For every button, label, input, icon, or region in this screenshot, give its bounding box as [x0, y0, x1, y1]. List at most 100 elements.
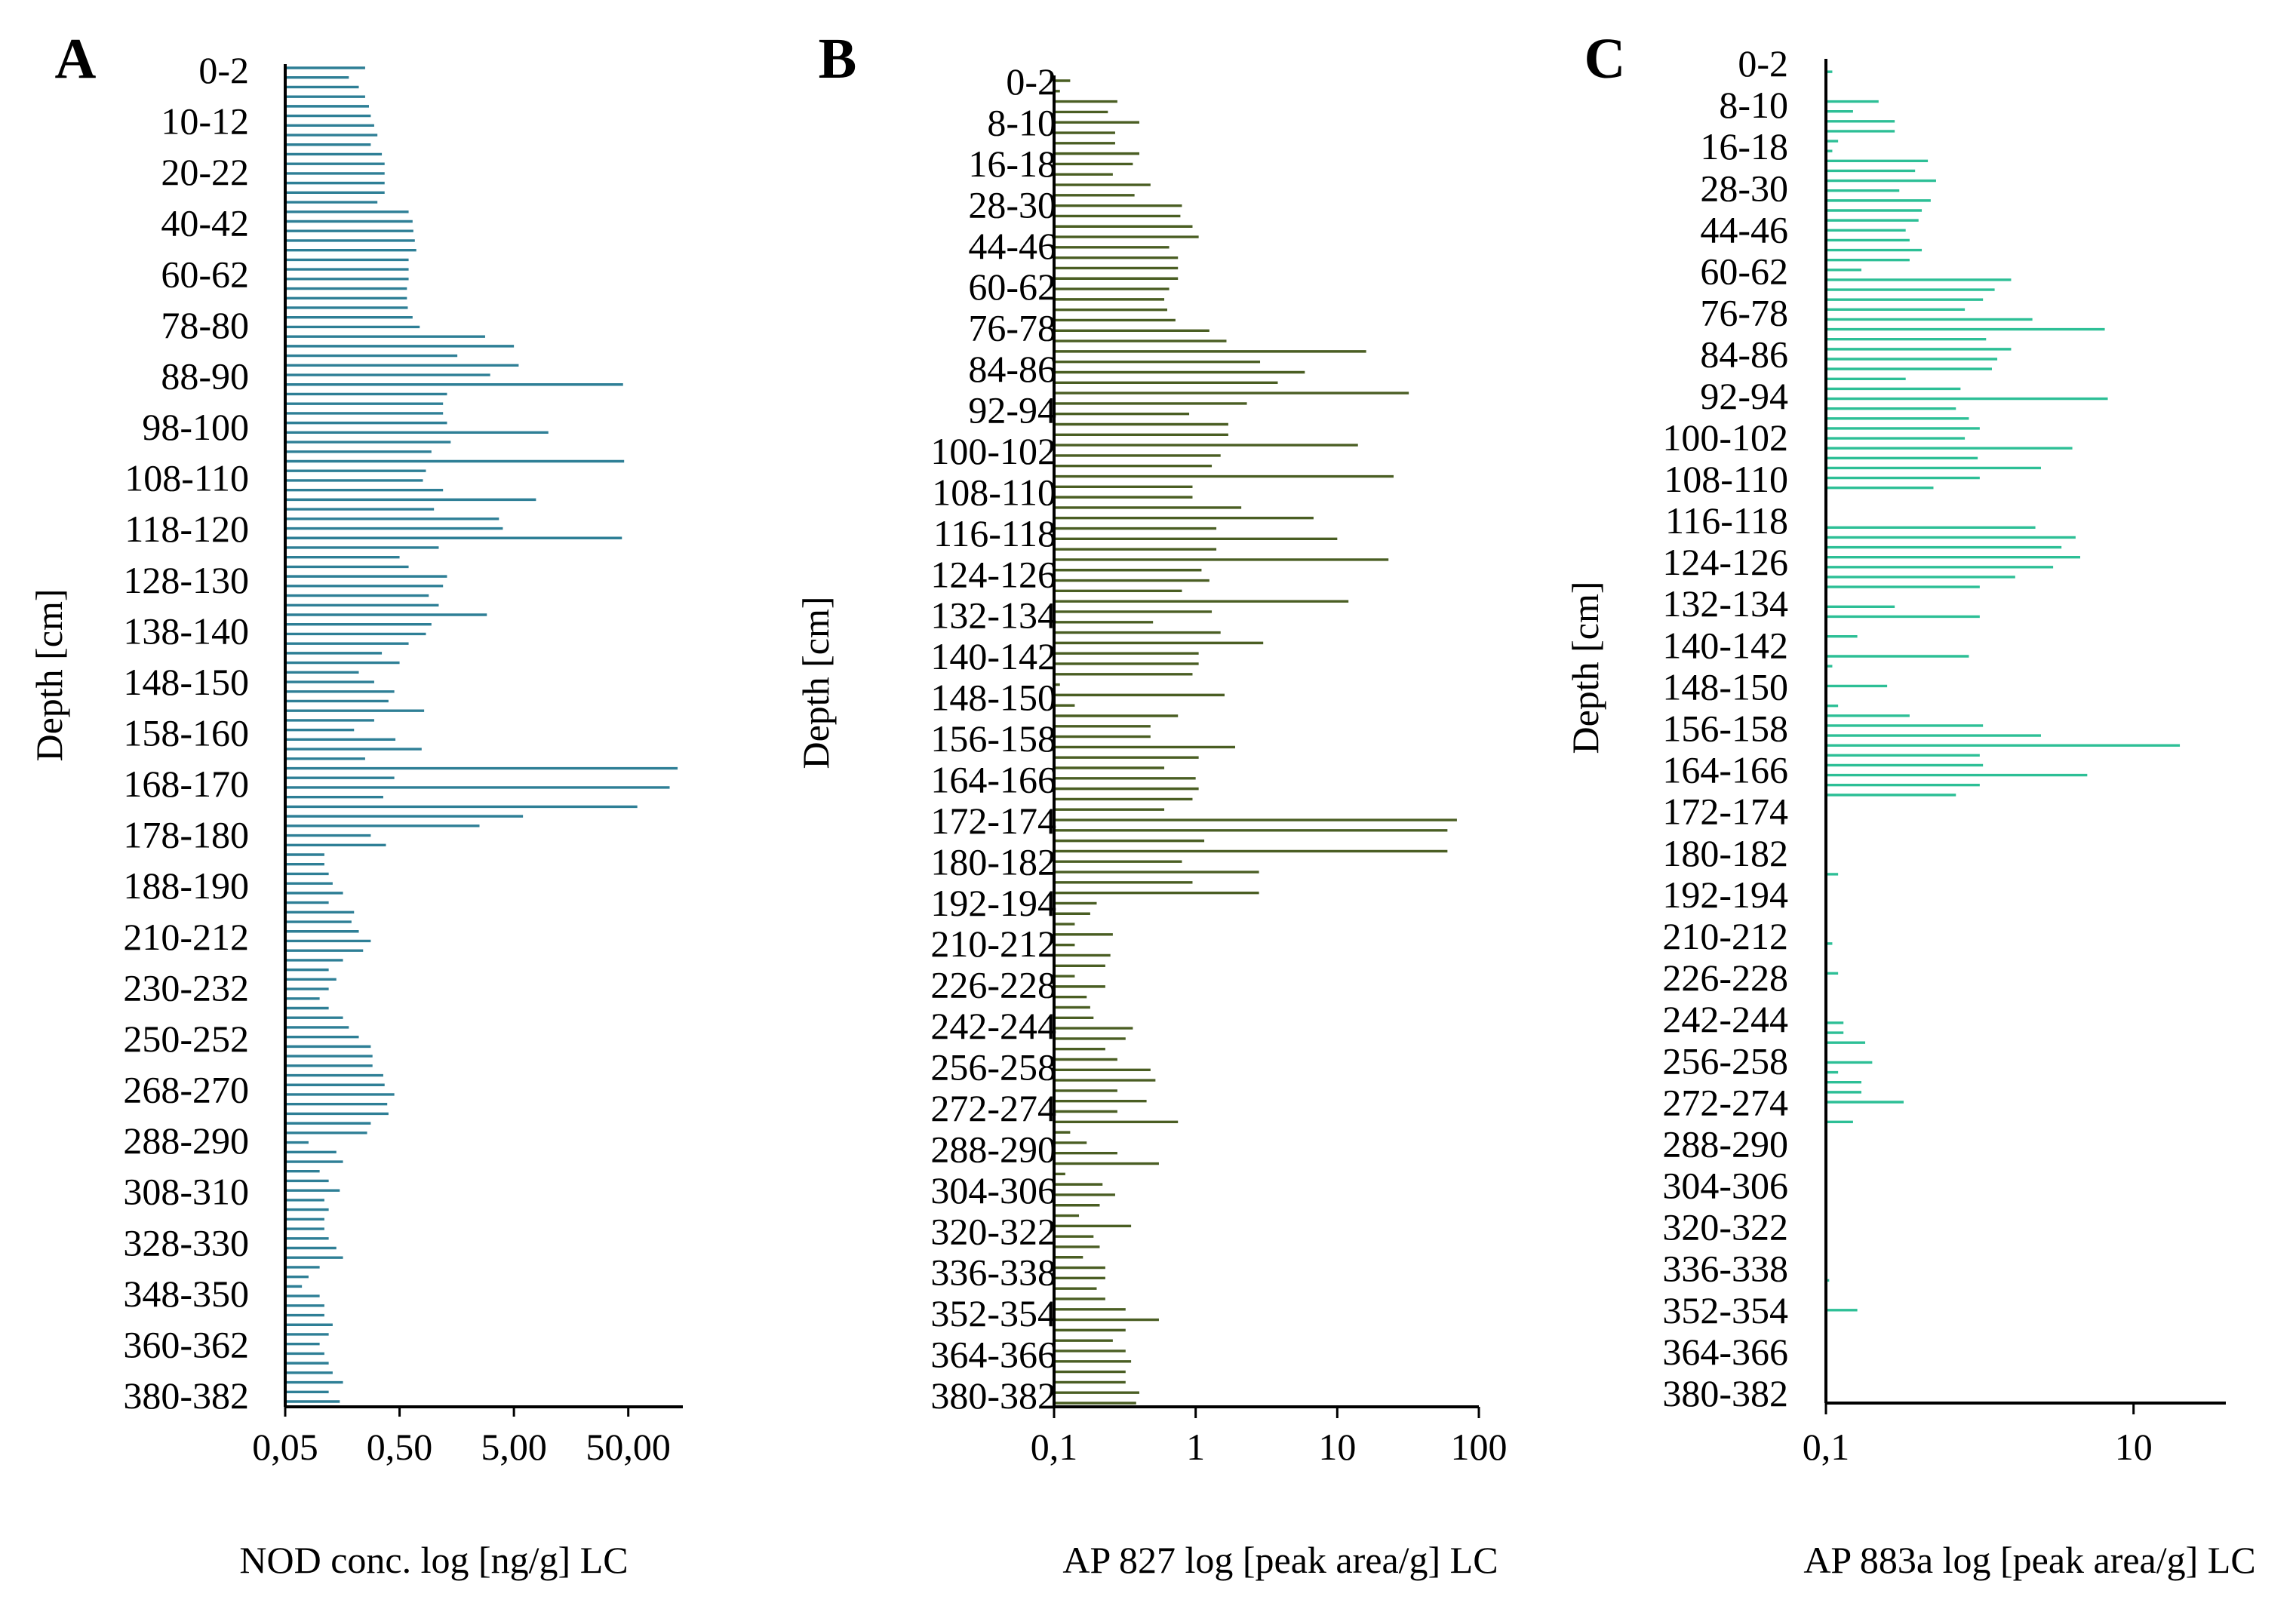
depth-tick-label: 76-78 [968, 307, 1056, 349]
depth-tick-label: 148-150 [123, 661, 249, 703]
panel-letter-c: C [1584, 27, 1626, 91]
depth-labels-a: 0-2 10-12 20-22 40-42 60-62 78-80 88-90 98-100 1… [123, 49, 249, 1417]
depth-tick-label: 242-244 [1662, 998, 1788, 1040]
x-tick-label: 0,50 [367, 1426, 433, 1468]
depth-tick-label: 192-194 [1662, 874, 1788, 916]
depth-tick-label: 138-140 [123, 609, 249, 652]
depth-tick-label: 180-182 [1662, 832, 1788, 874]
depth-tick-label: 352-354 [930, 1292, 1056, 1334]
y-axis-title-b: Depth [cm] [795, 596, 837, 769]
depth-tick-label: 28-30 [968, 183, 1056, 226]
depth-tick-label: 178-180 [123, 814, 249, 856]
depth-tick-label: 124-126 [930, 553, 1056, 595]
depth-tick-label: 158-160 [123, 712, 249, 754]
depth-tick-label: 44-46 [1700, 208, 1788, 250]
depth-tick-label: 348-350 [123, 1273, 249, 1315]
depth-tick-label: 100-102 [930, 430, 1056, 472]
x-tick-label: 50,00 [586, 1426, 671, 1468]
depth-tick-label: 0-2 [1006, 60, 1056, 103]
depth-tick-label: 308-310 [123, 1171, 249, 1213]
x-tick-label: 10 [1318, 1426, 1356, 1468]
depth-tick-label: 20-22 [161, 151, 249, 193]
depth-tick-label: 140-142 [1662, 624, 1788, 666]
depth-tick-label: 256-258 [930, 1046, 1056, 1088]
depth-tick-label: 304-306 [930, 1169, 1056, 1211]
depth-tick-label: 328-330 [123, 1221, 249, 1264]
depth-tick-label: 320-322 [930, 1210, 1056, 1252]
depth-tick-label: 108-110 [932, 471, 1056, 513]
depth-tick-label: 92-94 [1700, 375, 1788, 417]
depth-tick-label: 288-290 [123, 1119, 249, 1162]
depth-tick-label: 116-118 [1665, 499, 1788, 542]
depth-tick-label: 164-166 [930, 758, 1056, 800]
x-tick-label: 5,00 [481, 1426, 547, 1468]
depth-tick-label: 164-166 [1662, 749, 1788, 791]
depth-tick-label: 272-274 [1662, 1081, 1788, 1123]
panel-letter-a: A [55, 27, 97, 91]
depth-tick-label: 84-86 [968, 348, 1056, 390]
depth-tick-label: 156-158 [930, 717, 1056, 760]
depth-tick-label: 0-2 [1738, 42, 1788, 84]
depth-tick-label: 360-362 [123, 1323, 249, 1365]
x-tick-label: 0,05 [252, 1426, 318, 1468]
depth-tick-label: 230-232 [123, 966, 249, 1009]
x-tick-label: 1 [1186, 1426, 1205, 1468]
x-tick-group-b: 0,1 1 10 100 [1031, 1407, 1508, 1468]
depth-tick-label: 180-182 [930, 840, 1056, 883]
depth-tick-label: 16-18 [968, 143, 1056, 185]
x-tick-group-a: 0,05 0,50 5,00 50,00 [252, 1405, 671, 1468]
depth-tick-label: 108-110 [1664, 458, 1788, 500]
depth-tick-label: 8-10 [987, 101, 1056, 143]
panel-a: A 0-2 10-12 20-22 40-42 60-62 78-80 88-90 98-10… [28, 27, 683, 1581]
depth-labels-c: 0-28-1016-1828-3044-4660-6276-7884-8692-… [1662, 42, 1788, 1414]
depth-tick-label: 226-228 [1662, 956, 1788, 999]
depth-tick-label: 16-18 [1700, 125, 1788, 167]
depth-tick-label: 352-354 [1662, 1289, 1788, 1331]
depth-tick-label: 210-212 [930, 923, 1056, 965]
depth-tick-label: 76-78 [1700, 292, 1788, 334]
depth-tick-label: 250-252 [123, 1018, 249, 1060]
depth-tick-label: 188-190 [123, 864, 249, 907]
depth-tick-label: 172-174 [930, 800, 1056, 842]
depth-tick-label: 60-62 [1700, 250, 1788, 292]
x-tick-label: 0,1 [1803, 1426, 1850, 1468]
depth-tick-label: 256-258 [1662, 1039, 1788, 1082]
depth-tick-label: 172-174 [1662, 791, 1788, 833]
depth-tick-label: 118-120 [124, 508, 249, 550]
depth-tick-label: 128-130 [123, 559, 249, 601]
depth-tick-label: 242-244 [930, 1005, 1056, 1047]
depth-tick-label: 8-10 [1719, 84, 1788, 126]
depth-tick-label: 98-100 [142, 406, 249, 448]
depth-tick-label: 132-134 [1662, 582, 1788, 625]
depth-tick-label: 168-170 [123, 763, 249, 805]
x-tick-label: 100 [1451, 1426, 1508, 1468]
depth-tick-label: 336-338 [1662, 1248, 1788, 1290]
depth-tick-label: 380-382 [930, 1374, 1056, 1417]
depth-tick-label: 60-62 [968, 266, 1056, 308]
depth-tick-label: 364-366 [1662, 1331, 1788, 1373]
depth-tick-label: 148-150 [930, 677, 1056, 719]
depth-tick-label: 132-134 [930, 594, 1056, 637]
depth-tick-label: 10-12 [161, 100, 249, 143]
x-axis-title-c: AP 883a log [peak area/g] LC [1803, 1539, 2255, 1581]
depth-tick-label: 88-90 [161, 355, 249, 397]
panel-c: C 0-28-1016-1828-3044-4660-6276-7884-869… [1564, 27, 2256, 1581]
depth-tick-label: 380-382 [1662, 1372, 1788, 1414]
depth-tick-label: 320-322 [1662, 1206, 1788, 1248]
x-axis-title-b: AP 827 log [peak area/g] LC [1062, 1539, 1498, 1581]
y-axis-title-c: Depth [cm] [1564, 581, 1606, 754]
depth-tick-label: 210-212 [1662, 915, 1788, 957]
depth-tick-label: 40-42 [161, 202, 249, 244]
panel-letter-b: B [819, 27, 857, 91]
depth-tick-label: 226-228 [930, 964, 1056, 1006]
bar-group-c [1826, 70, 2181, 1312]
depth-tick-label: 140-142 [930, 635, 1056, 677]
depth-tick-label: 108-110 [124, 457, 249, 499]
depth-tick-label: 0-2 [198, 49, 249, 91]
bar-group-a [285, 66, 678, 1403]
depth-tick-label: 92-94 [968, 389, 1056, 431]
depth-tick-label: 116-118 [933, 512, 1056, 554]
depth-tick-label: 210-212 [123, 916, 249, 958]
depth-tick-label: 60-62 [161, 253, 249, 295]
